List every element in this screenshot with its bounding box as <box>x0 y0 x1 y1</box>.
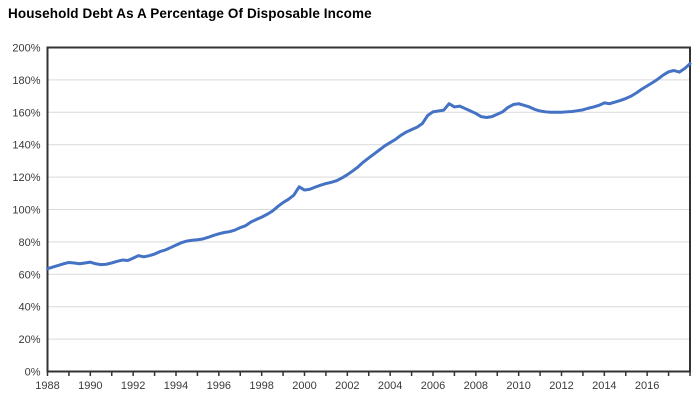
x-axis-tick-label: 2010 <box>506 380 530 392</box>
x-axis-tick-label: 2016 <box>635 380 659 392</box>
x-axis-tick-label: 1996 <box>207 380 231 392</box>
y-axis-tick-label: 200% <box>12 43 40 55</box>
x-axis-tick-label: 2006 <box>421 380 445 392</box>
y-axis-tick-label: 100% <box>12 205 40 217</box>
y-axis-tick-label: 140% <box>12 140 40 152</box>
x-axis-tick-label: 2002 <box>335 380 359 392</box>
chart-title: Household Debt As A Percentage Of Dispos… <box>8 6 372 21</box>
x-axis-tick-label: 2008 <box>464 380 488 392</box>
x-axis-tick-label: 1990 <box>78 380 102 392</box>
y-axis-tick-label: 60% <box>18 269 40 281</box>
y-axis-tick-label: 180% <box>12 75 40 87</box>
y-axis-tick-label: 80% <box>18 237 40 249</box>
household-debt-line-series <box>46 62 692 271</box>
x-axis-tick-label: 2014 <box>592 380 616 392</box>
x-axis-tick-label: 2012 <box>549 380 573 392</box>
y-axis-tick-label: 0% <box>25 367 41 379</box>
y-axis-tick-label: 120% <box>12 172 40 184</box>
x-axis-tick-label: 1994 <box>164 380 188 392</box>
plot-area-border <box>46 46 691 373</box>
y-axis-tick-label: 20% <box>18 334 40 346</box>
y-axis-tick-label: 40% <box>18 302 40 314</box>
x-axis-tick-label: 1992 <box>121 380 145 392</box>
x-axis-tick-label: 2000 <box>292 380 316 392</box>
x-axis-tick-label: 1988 <box>35 380 59 392</box>
x-axis-tick-label: 2004 <box>378 380 402 392</box>
x-axis-tick-label: 1998 <box>249 380 273 392</box>
y-axis-tick-label: 160% <box>12 107 40 119</box>
